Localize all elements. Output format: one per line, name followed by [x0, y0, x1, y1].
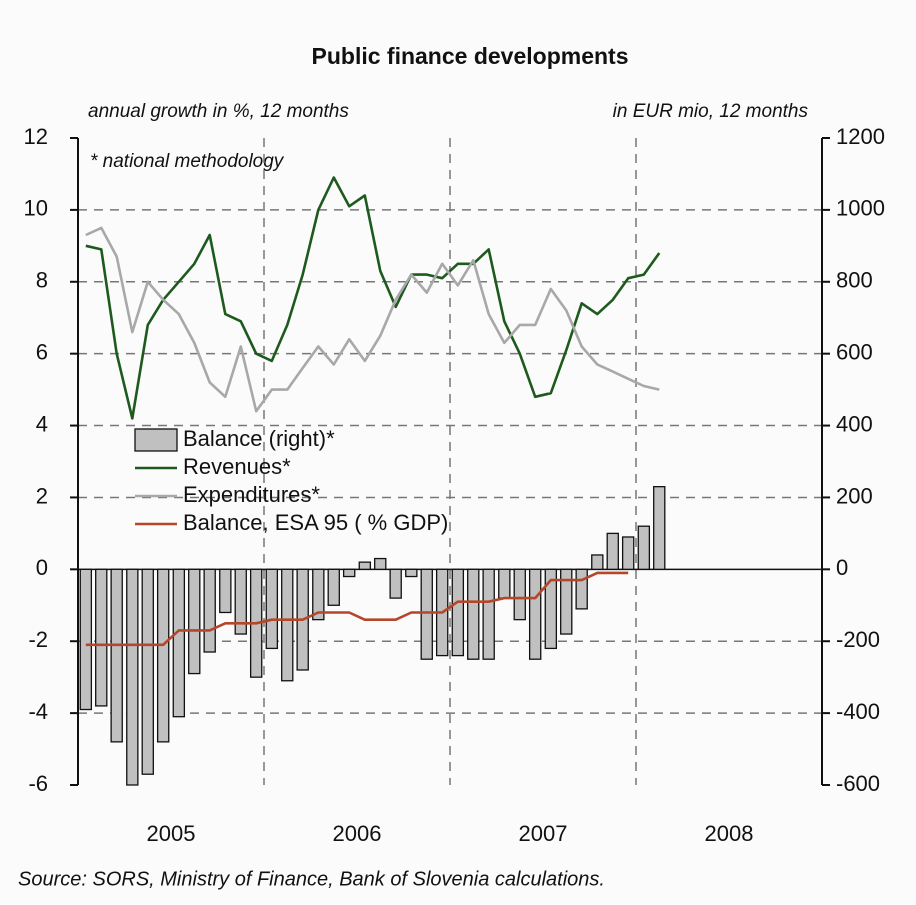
annotation: * national methodology [90, 151, 285, 172]
y-tick-label: -4 [28, 699, 48, 724]
y2-tick-label: -200 [836, 627, 880, 652]
y2-tick-label: 800 [836, 268, 873, 293]
y2-tick-label: 0 [836, 555, 848, 580]
y-tick-label: 12 [24, 124, 48, 149]
y-tick-label: 0 [36, 555, 48, 580]
bar [653, 486, 666, 570]
bar [79, 568, 93, 711]
bar [482, 568, 495, 660]
bar [528, 568, 542, 660]
bar [420, 568, 433, 660]
bar [498, 568, 511, 599]
x-tick-label: 2007 [519, 821, 568, 846]
bar [451, 568, 465, 657]
bar [126, 568, 139, 786]
bar [156, 568, 170, 743]
bar [544, 568, 558, 650]
bar [265, 568, 279, 650]
bar [606, 532, 619, 570]
bar [637, 525, 651, 570]
x-tick-label: 2005 [147, 821, 196, 846]
y2-tick-label: 1200 [836, 124, 885, 149]
bar [591, 554, 604, 570]
source: Source: SORS, Ministry of Finance, Bank … [18, 868, 605, 890]
bar [560, 568, 573, 635]
bar [374, 557, 387, 570]
y2-tick-label: 600 [836, 339, 873, 364]
legend-swatch [134, 428, 178, 452]
bar [405, 568, 418, 578]
bar [575, 568, 588, 610]
bar [234, 568, 247, 635]
bar [219, 568, 232, 614]
chart-title: Public finance developments [312, 43, 629, 69]
y2-axis-label: in EUR mio, 12 months [613, 101, 809, 122]
x-tick-label: 2006 [333, 821, 382, 846]
y-tick-label: -6 [28, 771, 48, 796]
bar [342, 568, 356, 578]
x-tick-label: 2008 [705, 821, 754, 846]
bar [513, 568, 526, 621]
y-tick-label: 8 [36, 268, 48, 293]
bar [203, 568, 216, 653]
y2-tick-label: -400 [836, 699, 880, 724]
bar [327, 568, 340, 606]
legend-label: Expenditures* [183, 482, 320, 507]
legend-label: Balance (right)* [183, 426, 335, 451]
bar [312, 568, 325, 621]
y-tick-label: 10 [24, 196, 48, 221]
y-tick-label: -2 [28, 627, 48, 652]
y2-tick-label: 400 [836, 411, 873, 436]
bar [95, 568, 108, 707]
y2-tick-label: -600 [836, 771, 880, 796]
bar [389, 568, 402, 599]
y-tick-label: 4 [36, 411, 48, 436]
bar [358, 561, 372, 570]
legend-label: Revenues* [183, 454, 291, 479]
y2-tick-label: 200 [836, 483, 873, 508]
bar [110, 568, 123, 743]
y2-tick-label: 1000 [836, 196, 885, 221]
bar [281, 568, 294, 682]
bar [621, 536, 635, 570]
bar [172, 568, 186, 718]
legend-label: Balance, ESA 95 ( % GDP) [183, 510, 448, 535]
bar [467, 568, 480, 660]
line [85, 176, 661, 420]
bar [188, 568, 201, 675]
bar [141, 568, 154, 775]
y-tick-label: 6 [36, 339, 48, 364]
y-axis-label: annual growth in %, 12 months [88, 101, 349, 122]
line [85, 571, 629, 647]
y-tick-label: 2 [36, 483, 48, 508]
line [85, 226, 660, 413]
